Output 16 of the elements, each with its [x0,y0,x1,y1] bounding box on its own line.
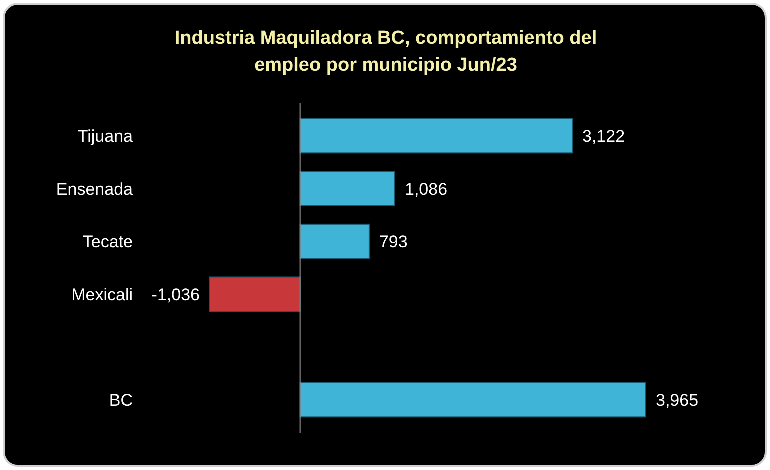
bar [300,382,646,418]
data-label: -1,036 [152,285,200,304]
bar [210,276,301,312]
bar [300,171,396,206]
data-label: 1,086 [405,180,448,199]
data-label: 3,965 [656,390,699,410]
y-tick-label: BC [109,390,133,410]
y-tick-label: Mexicali [72,285,133,304]
bar [300,118,574,154]
chart-title: Industria Maquiladora BC, comportamiento del empleo por municipio Jun/23 [174,28,598,76]
data-label: 793 [379,232,408,252]
y-tick-label: Tecate [82,232,133,252]
y-tick-label: Ensenada [56,180,134,199]
y-tick-label: Tijuana [78,126,134,146]
bar [300,224,370,260]
data-label: 3,122 [582,126,626,146]
